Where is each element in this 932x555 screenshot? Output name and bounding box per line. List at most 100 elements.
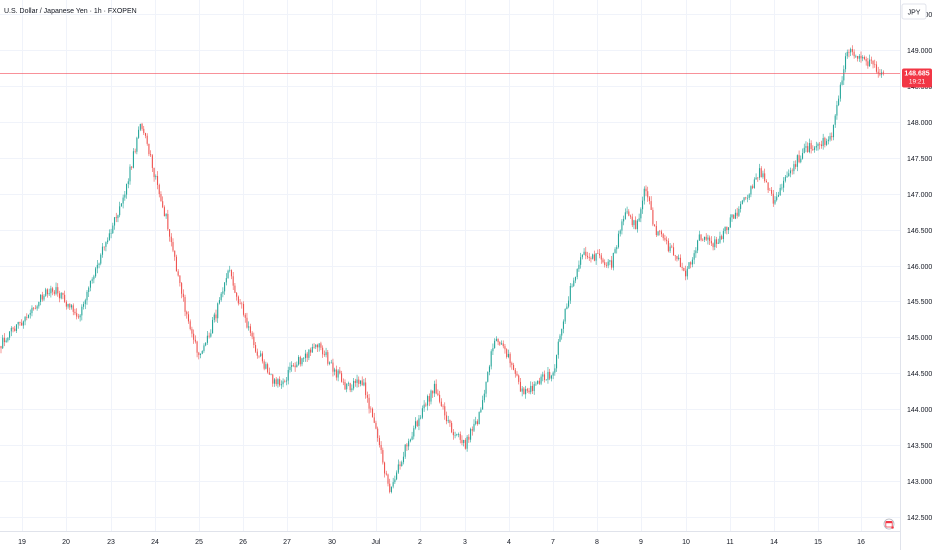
candle[interactable] xyxy=(103,246,105,251)
candle[interactable] xyxy=(451,420,453,434)
candle[interactable] xyxy=(167,209,169,231)
candle[interactable] xyxy=(650,196,652,211)
candle[interactable] xyxy=(581,254,583,260)
candle[interactable] xyxy=(593,250,595,262)
candle[interactable] xyxy=(132,148,134,169)
candle[interactable] xyxy=(457,432,460,438)
candle[interactable] xyxy=(703,236,706,243)
candle[interactable] xyxy=(832,124,835,141)
candle[interactable] xyxy=(662,232,664,241)
candle[interactable] xyxy=(351,384,353,393)
candle[interactable] xyxy=(420,415,422,420)
candle[interactable] xyxy=(368,394,370,414)
candle[interactable] xyxy=(671,244,673,249)
candle[interactable] xyxy=(427,394,429,411)
candle[interactable] xyxy=(769,187,771,191)
candle[interactable] xyxy=(829,132,831,142)
time-scale-background[interactable] xyxy=(0,531,900,550)
candle[interactable] xyxy=(184,294,186,317)
candle[interactable] xyxy=(170,233,172,247)
candle[interactable] xyxy=(232,272,234,291)
candle[interactable] xyxy=(459,431,461,444)
candle[interactable] xyxy=(285,376,288,386)
candle[interactable] xyxy=(389,478,391,494)
candle[interactable] xyxy=(576,268,578,280)
candle[interactable] xyxy=(119,201,121,218)
candle[interactable] xyxy=(442,404,444,410)
candle[interactable] xyxy=(635,216,637,230)
candle[interactable] xyxy=(882,70,884,76)
candle[interactable] xyxy=(347,381,349,387)
candle[interactable] xyxy=(688,262,690,270)
candle[interactable] xyxy=(495,336,497,342)
candle[interactable] xyxy=(397,459,399,474)
candle[interactable] xyxy=(220,291,222,302)
candle[interactable] xyxy=(812,145,814,151)
candle[interactable] xyxy=(452,429,454,440)
candle[interactable] xyxy=(251,331,253,340)
candle[interactable] xyxy=(846,49,848,59)
candle[interactable] xyxy=(356,374,358,388)
candle[interactable] xyxy=(755,173,757,180)
candle[interactable] xyxy=(623,215,625,226)
currency-button[interactable]: JPY xyxy=(901,3,927,20)
candle[interactable] xyxy=(533,381,535,395)
candle[interactable] xyxy=(435,379,437,395)
candle[interactable] xyxy=(217,302,219,323)
candle[interactable] xyxy=(433,380,435,398)
candle[interactable] xyxy=(234,283,236,294)
candle[interactable] xyxy=(298,355,300,366)
candle[interactable] xyxy=(726,226,728,235)
candle[interactable] xyxy=(249,323,251,336)
candle[interactable] xyxy=(617,230,620,249)
candle[interactable] xyxy=(163,205,165,217)
candle[interactable] xyxy=(502,340,504,349)
candle[interactable] xyxy=(332,358,334,377)
candle[interactable] xyxy=(877,66,879,78)
candle[interactable] xyxy=(14,325,16,332)
candle[interactable] xyxy=(277,378,279,388)
candle[interactable] xyxy=(483,389,485,403)
candle[interactable] xyxy=(375,420,377,430)
candle[interactable] xyxy=(29,309,31,319)
candle[interactable] xyxy=(108,229,110,241)
candle[interactable] xyxy=(58,290,61,303)
candle[interactable] xyxy=(382,447,384,465)
candle[interactable] xyxy=(697,239,699,254)
candle[interactable] xyxy=(819,141,821,150)
candle[interactable] xyxy=(843,65,845,85)
candle[interactable] xyxy=(179,275,181,287)
candle[interactable] xyxy=(494,338,496,349)
candle[interactable] xyxy=(404,444,406,459)
candle[interactable] xyxy=(129,164,131,185)
candle[interactable] xyxy=(432,390,434,398)
candle[interactable] xyxy=(421,405,423,420)
candle[interactable] xyxy=(851,45,853,56)
candle[interactable] xyxy=(301,357,303,367)
candle[interactable] xyxy=(9,331,11,341)
candle[interactable] xyxy=(762,170,764,179)
candle[interactable] xyxy=(695,247,697,258)
candle[interactable] xyxy=(557,338,559,359)
candle[interactable] xyxy=(607,258,609,269)
candle[interactable] xyxy=(848,49,850,58)
candle[interactable] xyxy=(528,387,530,394)
candle[interactable] xyxy=(642,196,644,214)
candle[interactable] xyxy=(500,340,503,345)
candle[interactable] xyxy=(569,282,571,304)
candle[interactable] xyxy=(728,227,730,235)
candle[interactable] xyxy=(414,417,417,430)
candle[interactable] xyxy=(640,207,642,223)
candle[interactable] xyxy=(98,262,100,269)
candle[interactable] xyxy=(366,391,368,403)
candle[interactable] xyxy=(370,406,372,413)
candle[interactable] xyxy=(69,303,71,310)
candle[interactable] xyxy=(839,82,841,102)
candle[interactable] xyxy=(124,191,126,201)
candle[interactable] xyxy=(844,52,847,73)
candle[interactable] xyxy=(428,393,430,407)
candle[interactable] xyxy=(148,143,150,157)
candle[interactable] xyxy=(863,55,865,61)
candle[interactable] xyxy=(275,377,277,387)
candle[interactable] xyxy=(172,238,174,253)
